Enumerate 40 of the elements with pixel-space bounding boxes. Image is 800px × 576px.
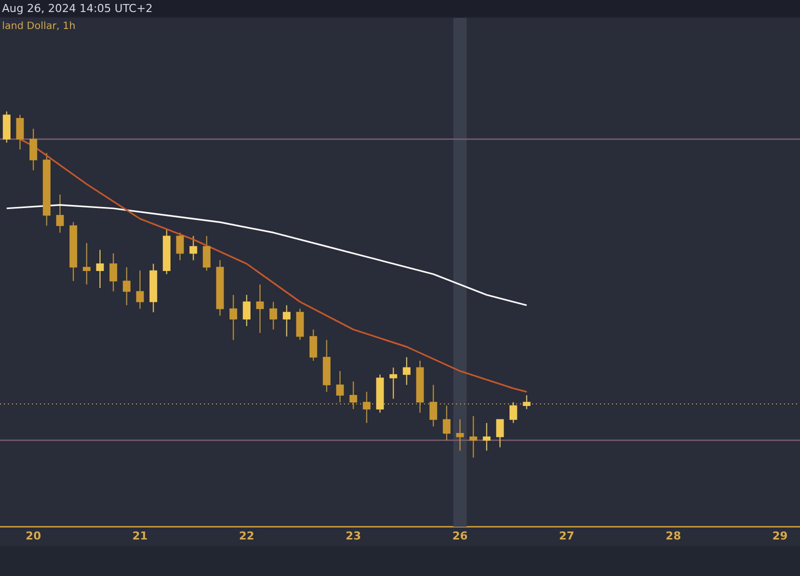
candlestick bbox=[136, 270, 144, 310]
candlestick bbox=[122, 266, 130, 306]
candlestick bbox=[16, 114, 24, 150]
candlestick bbox=[336, 370, 344, 403]
candlestick bbox=[496, 419, 504, 448]
candlestick bbox=[242, 294, 250, 327]
candlestick bbox=[190, 236, 198, 261]
chart-subtitle: Aug 26, 2024 14:05 UTC+2 bbox=[2, 2, 153, 15]
candlestick bbox=[390, 367, 398, 400]
candlestick bbox=[270, 301, 278, 330]
x-tick-label: 23 bbox=[346, 529, 361, 542]
x-tick-label: 26 bbox=[452, 529, 468, 542]
candlestick bbox=[96, 249, 104, 288]
candlestick bbox=[230, 294, 238, 340]
candlestick bbox=[482, 422, 490, 452]
candlestick bbox=[256, 284, 264, 334]
candlestick bbox=[82, 242, 90, 286]
x-tick-label: 27 bbox=[559, 529, 574, 542]
x-tick-label: 29 bbox=[772, 529, 788, 542]
chart-title: land Dollar, 1h bbox=[2, 21, 76, 32]
x-tick-label: 22 bbox=[239, 529, 254, 542]
candlestick bbox=[456, 419, 464, 452]
candlestick bbox=[442, 405, 450, 441]
candlestick bbox=[470, 416, 478, 458]
x-tick-label: 28 bbox=[666, 529, 681, 542]
x-tick-label: 21 bbox=[132, 529, 148, 542]
candlestick bbox=[430, 384, 438, 427]
candlestick bbox=[110, 252, 118, 292]
candlestick bbox=[310, 329, 318, 362]
candlestick bbox=[282, 304, 290, 337]
candlestick bbox=[56, 194, 64, 234]
candlestick bbox=[362, 391, 370, 424]
x-tick-label: 20 bbox=[26, 529, 42, 542]
candlestick bbox=[402, 356, 410, 386]
candlestick bbox=[522, 394, 530, 410]
candlestick bbox=[30, 128, 38, 171]
candlestick bbox=[176, 232, 184, 261]
candlestick bbox=[350, 380, 358, 410]
candlestick bbox=[510, 402, 518, 424]
candlestick bbox=[202, 236, 210, 272]
